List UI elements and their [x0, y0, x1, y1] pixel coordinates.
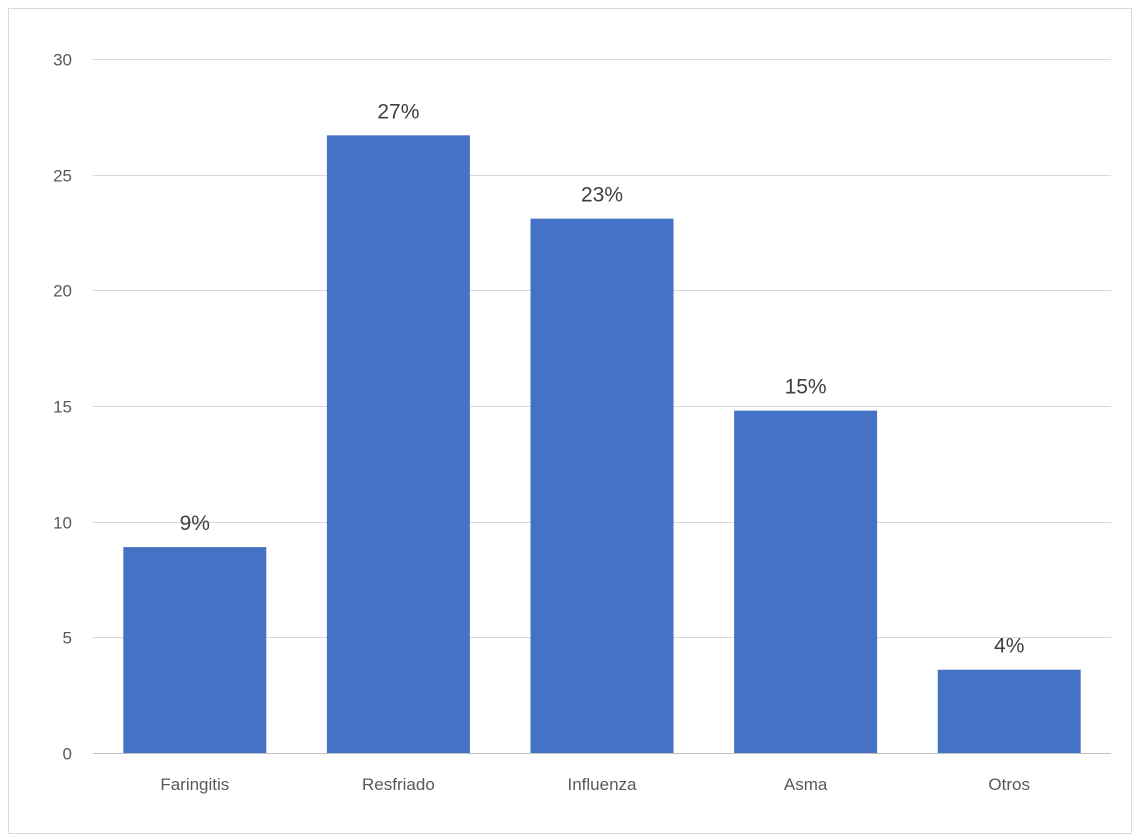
y-tick-label: 10	[53, 514, 72, 533]
y-axis-ticks: 0 5 10 15 20 25 30	[53, 51, 72, 764]
y-tick-label: 30	[53, 51, 72, 70]
y-tick-label: 0	[63, 745, 72, 764]
bar-influenza	[530, 218, 674, 753]
y-tick-label: 15	[53, 398, 72, 417]
x-tick-label: Resfriado	[362, 775, 435, 794]
x-tick-label: Asma	[784, 775, 828, 794]
data-label: 4%	[994, 635, 1024, 658]
bars	[123, 135, 1081, 754]
data-label: 23%	[581, 184, 623, 207]
y-tick-label: 20	[53, 282, 72, 301]
x-axis-ticks: Faringitis Resfriado Influenza Asma Otros	[160, 775, 1030, 794]
data-label: 15%	[785, 376, 827, 399]
x-tick-label: Influenza	[568, 775, 638, 794]
bar-asma	[734, 410, 878, 753]
data-labels: 9% 27% 23% 15% 4%	[180, 100, 1025, 657]
y-tick-label: 5	[63, 629, 72, 648]
bar-resfriado	[326, 135, 470, 754]
x-tick-label: Faringitis	[160, 775, 229, 794]
bar-faringitis	[123, 547, 267, 753]
data-label: 9%	[180, 512, 210, 535]
y-tick-label: 25	[53, 167, 72, 186]
x-tick-label: Otros	[988, 775, 1030, 794]
bar-otros	[937, 669, 1081, 753]
data-label: 27%	[377, 100, 419, 123]
